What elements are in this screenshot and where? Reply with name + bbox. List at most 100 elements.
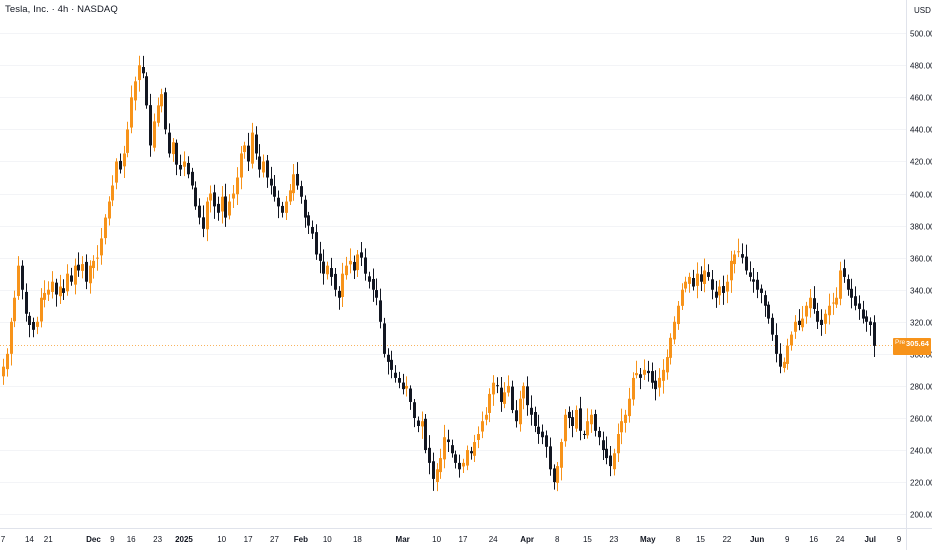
candle-down	[760, 288, 763, 293]
x-tick-label: 18	[353, 535, 362, 544]
candle-down	[862, 309, 865, 319]
candle-down	[273, 186, 276, 197]
x-tick-label: 10	[432, 535, 441, 544]
candle-up	[126, 129, 129, 153]
candle-up	[617, 434, 620, 454]
candle-up	[492, 382, 495, 395]
y-tick-label: 480.00	[910, 62, 932, 71]
candle-down	[745, 256, 748, 271]
candle-up	[153, 121, 156, 148]
candle-down	[368, 276, 371, 282]
candle-down	[583, 433, 586, 435]
candle-down	[756, 279, 759, 290]
candle-up	[51, 281, 54, 292]
candle-up	[10, 321, 13, 354]
candle-up	[737, 251, 740, 253]
candle-down	[432, 461, 435, 479]
candle-up	[134, 81, 137, 101]
candle-down	[28, 315, 31, 325]
candle-down	[847, 279, 850, 290]
candle-down	[639, 374, 642, 378]
candle-up	[206, 201, 209, 230]
x-tick-label: 23	[153, 535, 162, 544]
candle-down	[579, 408, 582, 431]
candle-up	[240, 153, 243, 178]
candle-up	[47, 289, 50, 295]
candle-down	[779, 353, 782, 367]
x-tick-label: 23	[609, 535, 618, 544]
candle-up	[345, 265, 348, 276]
candle-up	[209, 193, 212, 201]
x-tick-label: 8	[555, 535, 560, 544]
candle-down	[217, 203, 220, 213]
x-tick-label: Mar	[396, 535, 410, 544]
candle-up	[439, 458, 442, 473]
candle-up	[481, 421, 484, 432]
candle-down	[394, 372, 397, 378]
candles	[2, 55, 876, 492]
x-tick-label: 17	[244, 535, 253, 544]
candle-up	[726, 281, 729, 292]
candle-down	[247, 145, 250, 162]
candle-down	[224, 196, 227, 218]
candle-up	[696, 273, 699, 286]
currency-label[interactable]: USD	[914, 6, 931, 15]
x-tick-label: 2025	[175, 535, 193, 544]
candle-down	[375, 290, 378, 298]
x-tick-label: 16	[127, 535, 136, 544]
candle-down	[413, 402, 416, 418]
candle-down	[843, 268, 846, 277]
candle-down	[307, 215, 310, 226]
x-tick-label: Apr	[520, 535, 534, 544]
candle-up	[40, 297, 43, 322]
candle-down	[281, 205, 284, 213]
candle-up	[13, 297, 16, 322]
candle-down	[511, 386, 514, 410]
candle-down	[865, 316, 868, 322]
candle-down	[692, 278, 695, 287]
candle-down	[417, 420, 420, 426]
y-tick-label: 420.00	[910, 158, 932, 167]
candle-up	[251, 132, 254, 164]
candle-down	[568, 411, 571, 418]
candle-down	[360, 252, 363, 258]
candle-down	[85, 261, 88, 282]
candle-up	[43, 292, 46, 300]
candle-up	[236, 177, 239, 195]
candle-up	[564, 414, 567, 442]
candle-down	[647, 370, 650, 374]
candle-up	[703, 270, 706, 284]
candle-up	[138, 65, 141, 81]
candle-down	[553, 468, 556, 483]
x-axis: 7 14 21 Dec 9 16 23 2025 10 17 27 Feb 10 18 Mar 10 17 24 A…	[1, 535, 902, 544]
candle-down	[32, 321, 35, 330]
candle-up	[285, 201, 288, 213]
candle-up	[17, 265, 20, 296]
candle-up	[669, 337, 672, 358]
price-tag: Pre 305.64	[893, 337, 931, 355]
candle-up	[718, 286, 721, 296]
candle-down	[454, 454, 457, 463]
candle-down	[390, 359, 393, 370]
candle-down	[319, 253, 322, 261]
candle-down	[330, 268, 333, 277]
candle-down	[749, 272, 752, 277]
candle-up	[108, 201, 111, 219]
candle-up	[824, 313, 827, 324]
candle-up	[503, 392, 506, 404]
y-tick-label: 220.00	[910, 479, 932, 488]
y-tick-label: 340.00	[910, 287, 932, 296]
x-tick-label: 24	[489, 535, 498, 544]
candle-down	[315, 232, 318, 255]
candle-down	[70, 275, 73, 282]
candle-down	[258, 156, 261, 170]
candle-down	[266, 160, 269, 178]
y-tick-label: 380.00	[910, 223, 932, 232]
candle-down	[179, 164, 182, 170]
candle-down	[771, 317, 774, 335]
candle-up	[519, 398, 522, 425]
candle-up	[832, 302, 835, 304]
x-tick-label: 9	[110, 535, 115, 544]
candle-up	[733, 254, 736, 265]
candle-down	[711, 279, 714, 290]
